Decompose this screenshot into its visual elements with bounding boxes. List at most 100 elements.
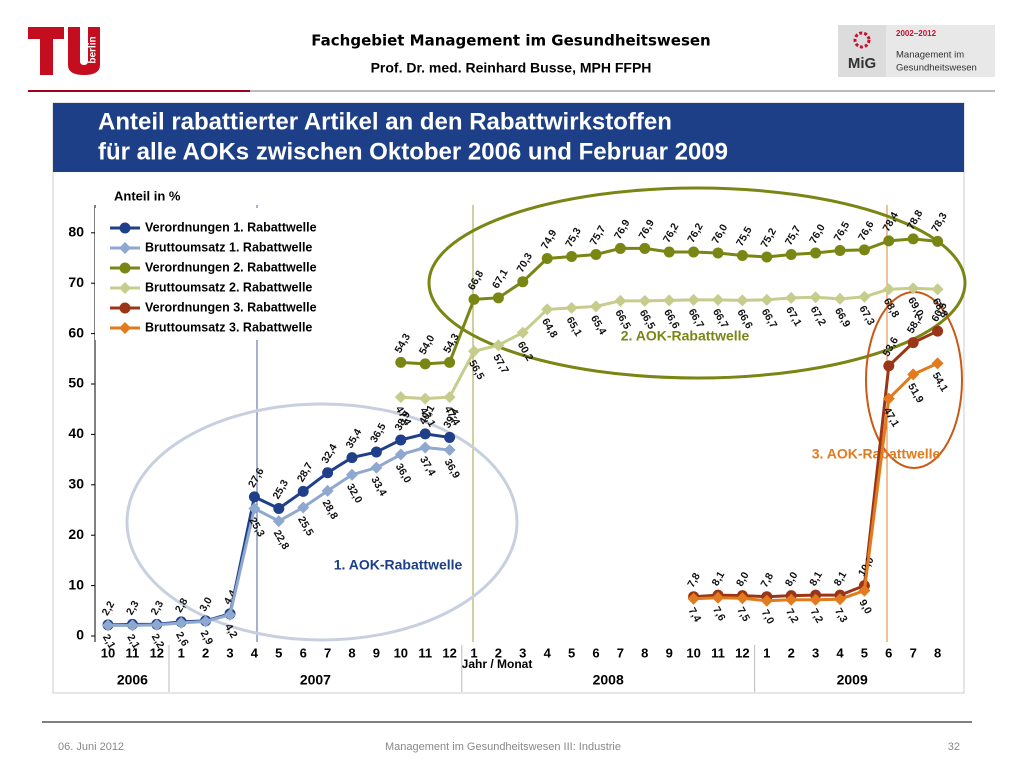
header-title: Fachgebiet Management im Gesundheitswese… — [311, 32, 710, 50]
x-tick-label: 10 — [686, 645, 700, 660]
point — [394, 448, 407, 461]
y-axis-label: Anteil in % — [114, 188, 181, 203]
point — [119, 242, 131, 254]
point — [590, 248, 602, 260]
mig-line: Management im — [896, 50, 964, 61]
y-tick-label: 0 — [76, 627, 84, 643]
point — [760, 293, 773, 306]
point — [663, 246, 675, 258]
x-tick-label: 5 — [275, 645, 282, 660]
point — [102, 619, 114, 632]
point — [248, 502, 261, 515]
title-bar — [53, 103, 964, 172]
point — [419, 358, 431, 370]
logo-text: berlin — [88, 36, 99, 63]
point — [272, 515, 285, 528]
point — [785, 593, 798, 606]
point — [932, 235, 944, 247]
x-tick-label: 10 — [394, 645, 408, 660]
y-tick-label: 40 — [68, 425, 84, 441]
point — [248, 491, 260, 503]
y-tick-label: 80 — [68, 224, 84, 240]
point — [346, 468, 358, 481]
legend-label: Verordnungen 3. Rabattwelle — [145, 300, 317, 314]
point — [736, 592, 749, 605]
x-tick-label: 11 — [418, 645, 432, 660]
y-tick-label: 10 — [68, 576, 84, 592]
x-tick-label: 7 — [324, 645, 331, 660]
point — [394, 391, 407, 404]
point — [419, 392, 432, 405]
point — [882, 283, 895, 296]
point — [687, 592, 700, 605]
y-tick-label: 70 — [68, 274, 84, 290]
point — [663, 294, 676, 307]
point — [119, 222, 131, 234]
x-tick-label: 5 — [568, 645, 575, 660]
mig-line: Gesundheitswesen — [896, 63, 977, 74]
point — [834, 244, 846, 256]
annotation: 2. AOK-Rabattwelle — [621, 328, 750, 344]
point — [468, 293, 480, 305]
point — [809, 291, 822, 304]
x-tick-label: 7 — [617, 645, 624, 660]
wave-ellipse — [427, 186, 967, 380]
point — [541, 303, 554, 316]
legend-label: Verordnungen 2. Rabattwelle — [145, 260, 317, 274]
header-subtitle: Prof. Dr. med. Reinhard Busse, MPH FFPH — [371, 60, 652, 76]
x-tick-label: 2 — [788, 645, 795, 660]
x-tick-label: 1 — [763, 645, 770, 660]
wave-ellipse — [125, 402, 519, 642]
point — [541, 253, 553, 265]
point — [858, 584, 871, 597]
point — [321, 484, 334, 497]
point — [126, 619, 139, 632]
point — [834, 292, 846, 305]
point — [297, 485, 309, 497]
point — [883, 360, 895, 372]
point — [419, 428, 431, 440]
x-tick-label: 4 — [251, 645, 259, 660]
point — [150, 618, 163, 631]
legend-label: Bruttoumsatz 1. Rabattwelle — [145, 240, 312, 254]
point — [810, 247, 822, 259]
point — [638, 294, 651, 307]
x-tick-label: 11 — [126, 645, 140, 660]
mig-logo: MiG 2002–2012 Management im Gesundheitsw… — [838, 25, 995, 77]
point — [907, 233, 919, 245]
point — [785, 291, 798, 304]
y-tick-label: 60 — [68, 324, 84, 340]
x-tick-label: 6 — [885, 645, 892, 660]
point — [687, 293, 700, 306]
point — [444, 356, 456, 368]
legend-label: Verordnungen 1. Rabattwelle — [145, 220, 317, 234]
legend — [95, 208, 357, 340]
point — [614, 242, 626, 254]
point — [119, 262, 131, 274]
point — [858, 244, 870, 256]
x-tick-label: 8 — [641, 645, 648, 660]
point — [224, 608, 236, 621]
x-tick-label: 10 — [101, 645, 115, 660]
x-tick-label: 12 — [150, 645, 164, 660]
year-label: 2006 — [117, 672, 148, 688]
x-tick-label: 4 — [836, 645, 844, 660]
chart-title: Anteil rabattierter Artikel an den Rabat… — [98, 108, 672, 135]
y-tick-label: 30 — [68, 476, 84, 492]
point — [443, 444, 456, 457]
x-tick-label: 3 — [226, 645, 233, 660]
point — [858, 290, 871, 303]
point — [639, 242, 651, 254]
point — [443, 391, 456, 404]
x-tick-label: 3 — [812, 645, 819, 660]
point — [712, 293, 724, 306]
x-tick-label: 4 — [544, 645, 552, 660]
x-tick-label: 9 — [373, 645, 380, 660]
point — [931, 283, 944, 296]
legend-label: Bruttoumsatz 2. Rabattwelle — [145, 280, 312, 294]
point — [468, 345, 480, 358]
point — [492, 339, 505, 352]
point — [785, 248, 797, 260]
point — [119, 282, 131, 294]
